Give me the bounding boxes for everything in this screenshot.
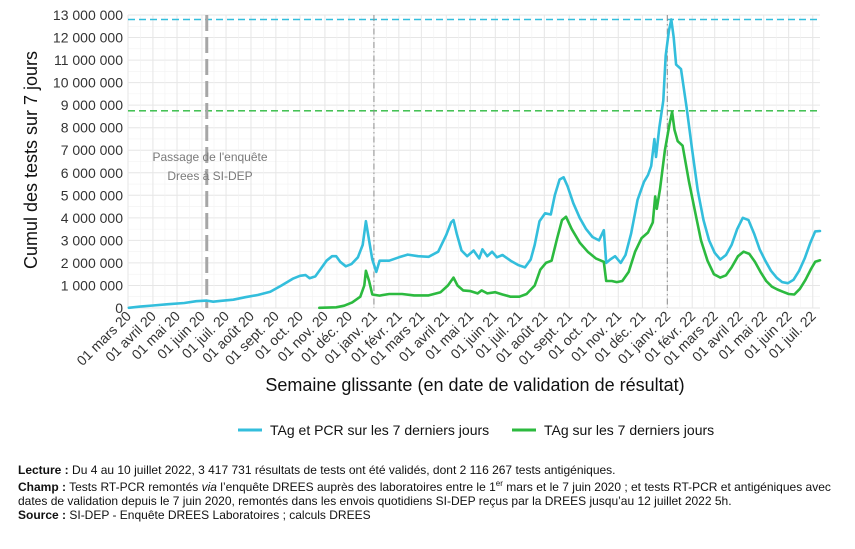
notes: Lecture : Du 4 au 10 juillet 2022, 3 417… [18, 463, 848, 522]
annotation-line-1: Passage de l'enquête [152, 150, 267, 164]
y-tick-label: 2 000 000 [61, 255, 123, 271]
annotation-line-2: Drees à SI-DEP [167, 169, 252, 183]
reference-lines [128, 15, 820, 308]
y-tick-label: 12 000 000 [53, 30, 123, 46]
y-tick-label: 8 000 000 [61, 120, 123, 136]
y-tick-label: 3 000 000 [61, 232, 123, 248]
note-lecture-text: Du 4 au 10 juillet 2022, 3 417 731 résul… [68, 463, 616, 477]
y-tick-label: 1 000 000 [61, 277, 123, 293]
legend-label-tag: TAg sur les 7 derniers jours [544, 422, 714, 438]
y-tick-label: 10 000 000 [53, 75, 123, 91]
y-axis-label: Cumul des tests sur 7 jours [21, 51, 41, 269]
note-source-label: Source : [18, 508, 67, 522]
series-lines [127, 18, 822, 310]
note-champ-via: via [201, 480, 217, 494]
y-tick-label: 0 [115, 300, 123, 316]
y-tick-label: 13 000 000 [53, 7, 123, 23]
note-lecture: Lecture : Du 4 au 10 juillet 2022, 3 417… [18, 463, 848, 477]
grid [127, 14, 820, 309]
series-line-tag [318, 110, 822, 310]
note-champ: Champ : Tests RT-PCR remontés via l’enqu… [18, 477, 848, 508]
y-tick-label: 5 000 000 [61, 187, 123, 203]
note-champ-label: Champ : [18, 480, 66, 494]
note-lecture-label: Lecture : [18, 463, 69, 477]
series-line-total [127, 18, 822, 310]
note-champ-text-1: Tests RT-PCR remontés [66, 480, 202, 494]
y-axis-ticks: 0 1 000 000 2 000 000 3 000 000 4 000 000 5 0… [53, 7, 123, 316]
annotation: Passage de l'enquête Drees à SI-DEP [152, 150, 267, 183]
y-tick-label: 7 000 000 [61, 142, 123, 158]
y-tick-label: 9 000 000 [61, 97, 123, 113]
chart: Passage de l'enquête Drees à SI-DEP 0 1 0… [21, 7, 822, 438]
legend-label-total: TAg et PCR sur les 7 derniers jours [270, 422, 489, 438]
note-champ-text-2: l’enquête DREES auprès des laboratoires … [216, 480, 496, 494]
note-source: Source : SI-DEP - Enquête DREES Laborato… [18, 508, 848, 522]
note-source-text: SI-DEP - Enquête DREES Laboratoires ; ca… [66, 508, 371, 522]
y-tick-label: 4 000 000 [61, 210, 123, 226]
y-tick-label: 11 000 000 [54, 52, 123, 68]
note-champ-sup: er [495, 479, 503, 488]
y-tick-label: 6 000 000 [61, 165, 123, 181]
x-axis-label: Semaine glissante (en date de validation… [265, 375, 684, 395]
note-champ-text-3: mars et le 7 juin 2020 ; et tests RT-PCR… [18, 480, 831, 508]
legend: TAg et PCR sur les 7 derniers jours TAg … [238, 422, 714, 438]
